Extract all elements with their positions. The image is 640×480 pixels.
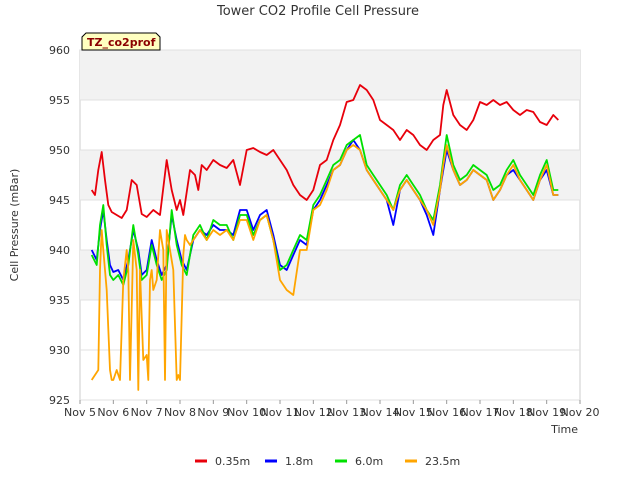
x-tick-label: Nov 16: [427, 406, 466, 419]
y-tick-label: 955: [49, 94, 70, 107]
series-line-6.0m: [90, 134, 559, 286]
x-axis-label: Time: [550, 423, 578, 436]
plot-area: [79, 49, 581, 401]
x-tick-label: Nov 10: [227, 406, 266, 419]
legend-label-6.0m: 6.0m: [355, 455, 383, 468]
x-tick-label: Nov 18: [494, 406, 533, 419]
y-tick-label: 940: [49, 244, 70, 257]
site-label-frame: [81, 32, 161, 51]
y-tick-label: 945: [49, 194, 70, 207]
legend-label-1.8m: 1.8m: [285, 455, 313, 468]
x-tick-label: Nov 7: [131, 406, 163, 419]
x-tick-label: Nov 20: [561, 406, 600, 419]
site-label-box: TZ_co2prof: [81, 32, 161, 51]
x-tick-label: Nov 12: [294, 406, 333, 419]
x-tick-label: Nov 14: [361, 406, 400, 419]
shaded-band: [80, 50, 580, 100]
x-tick-label: Nov 8: [164, 406, 196, 419]
x-tick-label: Nov 11: [261, 406, 300, 419]
x-tick-label: Nov 15: [394, 406, 433, 419]
chart-title: Tower CO2 Profile Cell Pressure: [216, 4, 419, 19]
y-tick-label: 960: [49, 44, 70, 57]
y-axis: 925 930 935 940 945 950 955 960: [49, 44, 70, 407]
legend: 0.35m 1.8m 6.0m 23.5m: [195, 455, 460, 468]
y-tick-label: 930: [49, 344, 70, 357]
legend-label-0.35m: 0.35m: [215, 455, 250, 468]
y-axis-label: Cell Pressure (mBar): [8, 169, 21, 282]
x-tick-label: Nov 13: [327, 406, 366, 419]
series-line-0.35m: [90, 84, 559, 219]
x-tick-label: Nov 5: [64, 406, 96, 419]
y-tick-label: 950: [49, 144, 70, 157]
x-tick-label: Nov 9: [197, 406, 229, 419]
y-tick-label: 925: [49, 394, 70, 407]
series-lines: [90, 84, 559, 391]
x-tick-label: Nov 6: [97, 406, 129, 419]
legend-label-23.5m: 23.5m: [425, 455, 460, 468]
x-tick-label: Nov 17: [461, 406, 500, 419]
series-line-23.5m: [90, 144, 559, 391]
x-tick-label: Nov 19: [527, 406, 566, 419]
site-label: TZ_co2prof: [87, 36, 156, 49]
y-tick-label: 935: [49, 294, 70, 307]
